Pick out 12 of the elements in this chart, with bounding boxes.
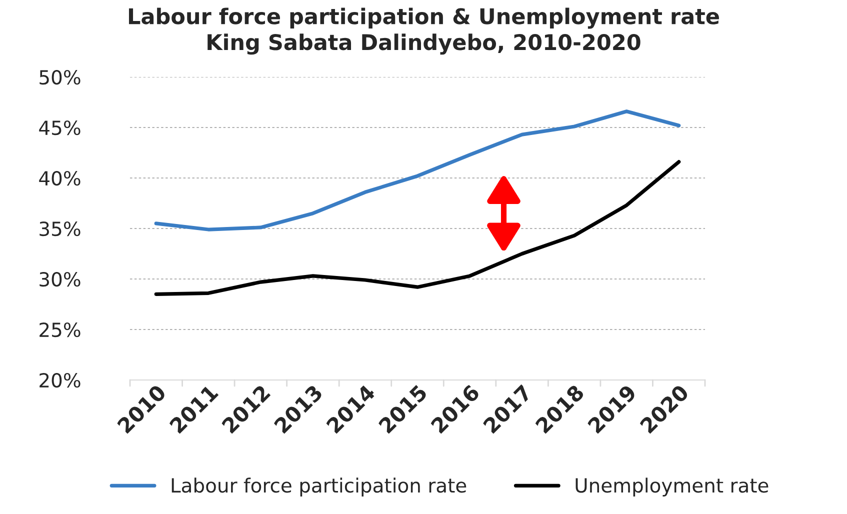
y-tick-label: 30% bbox=[40, 272, 80, 287]
y-tick-label: 25% bbox=[40, 322, 80, 338]
chart-title: Labour force participation & Unemployment rate King Sabata Dalindyebo, 2010-2020 bbox=[128, 8, 719, 55]
legend-label: Labour force participation rate bbox=[172, 478, 466, 496]
line-series bbox=[154, 110, 681, 232]
y-tick-label: 40% bbox=[39, 170, 80, 186]
y-tick-label: 20% bbox=[40, 372, 80, 388]
legend-label: Unemployment rate bbox=[576, 478, 768, 496]
y-tick-label: 35% bbox=[40, 221, 80, 236]
y-tick-label: 50% bbox=[40, 70, 80, 85]
y-tick-label: 45% bbox=[39, 120, 80, 136]
line-series bbox=[154, 160, 681, 296]
